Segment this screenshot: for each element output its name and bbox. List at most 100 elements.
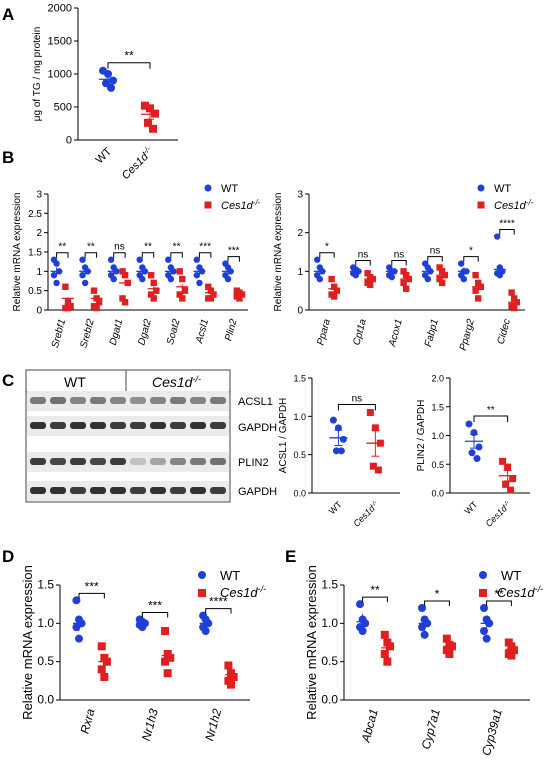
significance-bracket	[113, 252, 126, 258]
significance-label: *	[325, 242, 329, 253]
data-point-ko	[146, 104, 154, 113]
significance-bracket	[486, 600, 512, 606]
data-point-wt	[139, 275, 146, 283]
y-tick-label: 0.5	[28, 286, 42, 297]
significance-label: ns	[358, 249, 369, 260]
data-point-wt	[314, 256, 321, 263]
significance-label: ns	[430, 246, 441, 257]
blot-band	[190, 422, 206, 429]
blot-band	[190, 458, 206, 465]
data-point-ko	[150, 279, 157, 287]
data-point-ko	[161, 657, 170, 666]
blot-band	[130, 422, 146, 429]
blot-band	[70, 422, 86, 429]
data-point-ko	[439, 268, 446, 275]
x-tick-label: Pparg2	[458, 318, 477, 352]
legend-wt-label: WT	[494, 183, 511, 195]
blot-row-label: GAPDH	[238, 486, 277, 498]
data-point-wt	[339, 435, 347, 443]
data-point-wt	[334, 424, 342, 432]
data-point-ko	[472, 272, 479, 279]
significance-bracket	[473, 415, 509, 422]
data-point-wt	[107, 83, 115, 92]
legend-wt-label: WT	[221, 183, 238, 195]
significance-label: **	[144, 242, 152, 253]
panel-label-d: D	[2, 547, 14, 566]
data-point-ko	[227, 680, 235, 689]
legend-e: WT Ces1d-/-	[479, 568, 543, 600]
data-point-ko	[439, 279, 446, 287]
panel-label-c: C	[2, 371, 14, 390]
y-tick-label: 0.5	[37, 654, 54, 668]
y-tick-label: 2.0	[431, 374, 444, 384]
data-point-wt	[482, 634, 491, 643]
legend-ko-label: Ces1d-/-	[494, 198, 534, 212]
data-point-ko	[436, 275, 443, 283]
significance-label: *	[469, 246, 473, 257]
legend-wt-marker	[477, 184, 485, 192]
x-tick-label: Soat2	[165, 318, 183, 347]
blot-row-label: PLIN2	[238, 457, 269, 469]
legend-d: WT Ces1d-/-	[198, 568, 266, 600]
blot-band	[170, 487, 186, 494]
blot-strip	[27, 481, 229, 501]
data-point-ko	[383, 657, 392, 666]
data-point-ko	[436, 264, 443, 271]
y-tick-label: 1.5	[321, 578, 338, 592]
data-point-ko	[144, 118, 152, 127]
blot-group-ko: Ces1d-/-	[152, 374, 201, 390]
y-tick-label: 1.5	[293, 374, 306, 384]
data-point-ko	[331, 293, 338, 300]
y-tick-label: 0.0	[293, 489, 306, 499]
data-point-ko	[149, 124, 157, 133]
blot-band	[210, 458, 226, 465]
data-point-ko	[62, 283, 69, 290]
blot-band	[70, 397, 86, 404]
significance-label: ***	[199, 242, 211, 253]
y-tick-label: 1500	[48, 36, 72, 48]
data-point-ko	[504, 463, 512, 471]
blot-strip	[27, 416, 229, 436]
data-point-wt	[358, 627, 367, 635]
y-tick-label: 0	[297, 306, 303, 317]
significance-label: ns	[114, 242, 125, 253]
data-point-wt	[329, 416, 337, 424]
blot-row-label: GAPDH	[238, 422, 277, 434]
data-point-ko	[100, 673, 109, 681]
data-point-ko	[207, 295, 215, 302]
significance-label: **	[370, 583, 380, 597]
data-point-ko	[475, 279, 482, 287]
blot-band	[50, 397, 66, 404]
significance-bracket	[84, 252, 98, 258]
y-tick-label: 1.5	[37, 578, 54, 592]
data-point-ko	[369, 462, 377, 470]
y-tick-label: 0.5	[321, 654, 338, 668]
significance-bracket	[170, 252, 183, 258]
data-point-wt	[110, 275, 117, 283]
data-point-ko	[380, 630, 389, 639]
x-tick-label: WT	[462, 499, 479, 516]
legend-ko-marker	[198, 589, 206, 597]
data-point-ko	[161, 627, 170, 635]
significance-bracket	[362, 596, 388, 603]
data-point-ko	[510, 646, 518, 655]
y-tick-label: 0.0	[431, 489, 444, 499]
y-tick-label: 2.5	[28, 209, 42, 220]
chart-plin2-quant: 0.0 0.5 1.0 1.5 2.0 PLIN2 / GAPDH WT Ces1d-/- **	[416, 374, 530, 529]
panel-label-e: E	[285, 547, 296, 566]
legend-ko-marker	[477, 201, 485, 209]
significance-label: ***	[85, 579, 99, 593]
blot-bands	[27, 391, 229, 501]
data-point-ko	[210, 291, 217, 298]
x-tick-label: Nr1h2	[202, 707, 224, 743]
x-tick-label: Rxra	[77, 707, 97, 735]
y-tick-label: 2	[297, 228, 303, 239]
data-point-ko	[163, 669, 172, 678]
legend-ko-label: Ces1d-/-	[221, 198, 261, 212]
significance-bracket	[227, 256, 240, 262]
blot-band	[170, 397, 186, 404]
data-point-ko	[403, 285, 410, 292]
data-point-ko	[371, 424, 379, 432]
significance-bracket	[355, 259, 371, 266]
